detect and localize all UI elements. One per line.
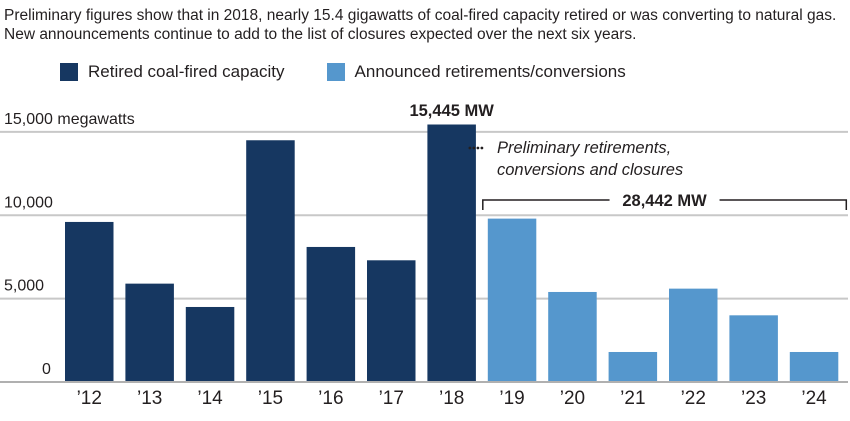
leader-dot	[468, 146, 472, 150]
x-tick-label: ’18	[439, 388, 464, 409]
bar-announced	[548, 291, 597, 382]
bar-announced	[608, 351, 658, 382]
x-tick-label: ’14	[197, 388, 223, 409]
chart-subtitle: Preliminary figures show that in 2018, n…	[4, 7, 837, 43]
legend-swatch-announced	[326, 63, 345, 81]
bar-announced	[729, 315, 778, 382]
bar-retired	[306, 246, 356, 382]
x-tick-label: ’21	[620, 388, 645, 409]
x-tick-label: ’17	[379, 388, 404, 409]
x-tick-label: ’20	[560, 388, 585, 409]
bracket-total-label: 28,442 MW	[622, 192, 707, 210]
bracket-left	[482, 199, 610, 210]
bar-retired	[427, 124, 476, 382]
x-tick-label: ’22	[681, 388, 706, 409]
preliminary-note-line2: conversions and closures	[497, 161, 683, 179]
peak-value-label: 15,445 MW	[409, 102, 494, 120]
x-tick-label: ’24	[801, 388, 827, 409]
bracket-right	[719, 199, 848, 210]
legend-label-announced: Announced retirements/conversions	[354, 62, 626, 81]
legend-item-retired: Retired coal-fired capacity	[60, 62, 285, 82]
leader-dot	[476, 146, 480, 150]
legend-swatch-retired	[60, 63, 78, 81]
bar-retired	[185, 306, 235, 382]
y-tick-label: 5,000	[4, 278, 44, 295]
x-tick-label: ’23	[741, 388, 766, 409]
legend-label-retired: Retired coal-fired capacity	[88, 62, 285, 81]
preliminary-note-line1: Preliminary retirements,	[497, 139, 671, 157]
y-tick-label: 0	[42, 361, 51, 378]
bar-announced	[789, 351, 839, 382]
y-tick-label: 10,000	[4, 194, 53, 211]
bar-retired	[367, 260, 416, 382]
legend: Retired coal-fired capacity Announced re…	[60, 62, 668, 82]
leader-dot	[480, 146, 484, 150]
legend-item-announced: Announced retirements/conversions	[326, 62, 626, 82]
y-tick-label: 15,000 megawatts	[4, 111, 135, 128]
x-tick-label: ’15	[258, 388, 283, 409]
x-tick-label: ’12	[77, 388, 102, 409]
bar-announced	[487, 218, 537, 382]
leader-dot	[472, 146, 476, 150]
bar-announced	[669, 288, 718, 382]
x-tick-label: ’16	[318, 388, 343, 409]
x-tick-label: ’13	[137, 388, 162, 409]
bar-retired	[125, 283, 174, 382]
x-tick-label: ’19	[499, 388, 524, 409]
bar-retired	[246, 140, 295, 382]
bar-retired	[65, 221, 114, 382]
